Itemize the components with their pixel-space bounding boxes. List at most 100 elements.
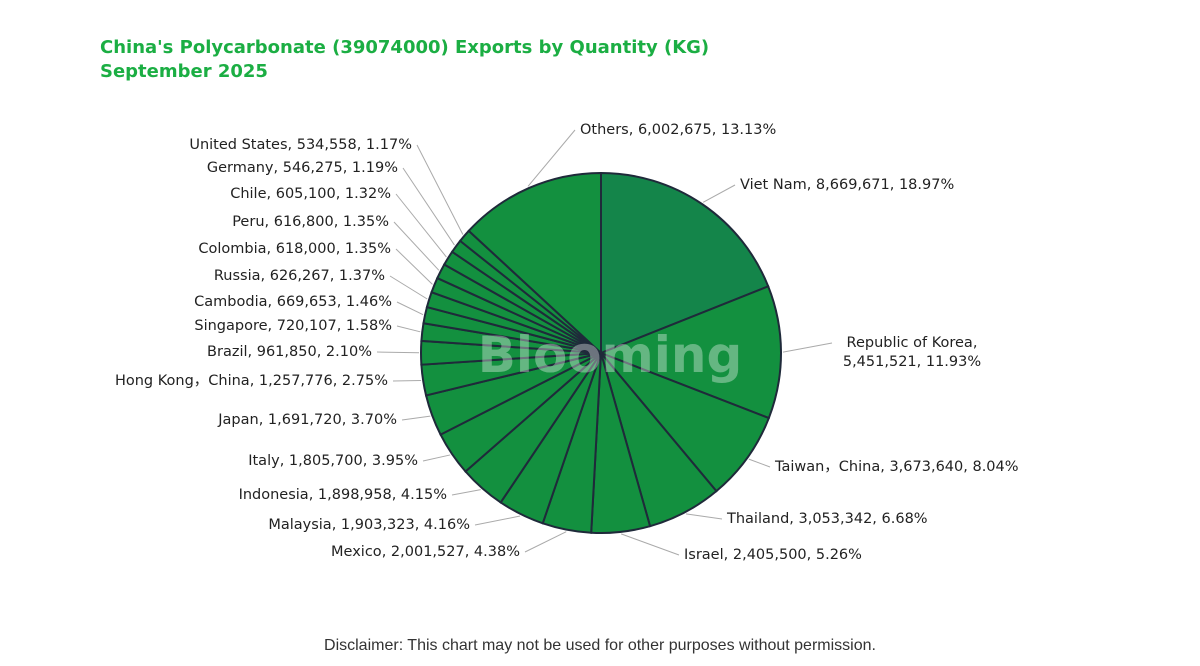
slice-label: Republic of Korea, 5,451,521, 11.93% (843, 335, 981, 370)
label-percentage: 1.58% (346, 318, 392, 334)
separator: , (265, 214, 274, 230)
pie (420, 171, 782, 534)
separator: , (917, 354, 926, 370)
slice-label: Russia, 626,267, 1.37% (214, 268, 385, 284)
leader-line (527, 129, 576, 187)
label-percentage: 8.04% (972, 459, 1018, 475)
label-name: Israel (684, 547, 724, 563)
label-name: Others (580, 122, 629, 138)
slice-label: Thailand, 3,053,342, 6.68% (726, 511, 928, 527)
label-value: 1,903,323 (341, 517, 415, 533)
label-value: 3,673,640 (889, 459, 963, 475)
slice-label: Italy, 1,805,700, 3.95% (248, 453, 418, 469)
separator: , (357, 137, 366, 153)
slice-label: Viet Nam, 8,669,671, 18.97% (740, 177, 954, 193)
label-name: Brazil (207, 344, 247, 360)
chart-subtitle: September 2025 (100, 61, 268, 82)
label-percentage: 4.16% (424, 517, 470, 533)
label-percentage: 4.15% (401, 487, 447, 503)
label-name: Russia (214, 268, 261, 284)
leader-line (451, 489, 481, 496)
label-value: 1,805,700 (289, 453, 363, 469)
separator: , (334, 214, 343, 230)
label-value: 546,275 (283, 160, 343, 176)
separator: , (309, 487, 318, 503)
leader-line (395, 248, 433, 285)
label-value: 669,653 (277, 294, 337, 310)
leader-line (393, 221, 440, 271)
separator: , (363, 453, 372, 469)
slice-label: Singapore, 720,107, 1.58% (194, 318, 392, 334)
label-value: 6,002,675 (638, 122, 712, 138)
watermark: Blooming (478, 326, 743, 384)
label-value: 1,898,958 (318, 487, 392, 503)
label-value: 618,000 (276, 241, 336, 257)
leader-line (401, 415, 431, 421)
separator: , (807, 177, 816, 193)
leader-line (702, 184, 736, 203)
label-value: 2,405,500 (733, 547, 807, 563)
label-name: Cambodia (194, 294, 267, 310)
separator: , (274, 160, 283, 176)
label-name: Mexico (331, 544, 382, 560)
separator: , (337, 318, 346, 334)
separator: , (343, 160, 352, 176)
slice-label: Brazil, 961,850, 2.10% (207, 344, 372, 360)
slice-label: Israel, 2,405,500, 5.26% (684, 547, 862, 563)
separator: , (317, 344, 326, 360)
label-name: Taiwan，China (774, 459, 880, 475)
separator: , (280, 453, 289, 469)
label-name: United States (189, 137, 287, 153)
leader-line (782, 342, 833, 353)
label-value: 1,257,776 (259, 373, 333, 389)
label-percentage: 6.68% (882, 511, 928, 527)
slice-label: Indonesia, 1,898,958, 4.15% (239, 487, 447, 503)
label-name: Viet Nam (740, 177, 807, 193)
label-name: Republic of Korea (847, 335, 973, 351)
separator: , (465, 544, 474, 560)
separator: , (259, 412, 268, 428)
label-percentage: 1.35% (345, 241, 391, 257)
separator: , (267, 241, 276, 257)
separator: , (267, 186, 276, 202)
leader-line (402, 167, 455, 246)
label-value: 5,451,521 (843, 354, 917, 370)
separator: , (333, 373, 342, 389)
separator: , (332, 517, 341, 533)
label-value: 626,267 (270, 268, 330, 284)
separator: , (415, 517, 424, 533)
slice-label: Malaysia, 1,903,323, 4.16% (268, 517, 470, 533)
separator: , (261, 268, 270, 284)
slice-label: United States, 534,558, 1.17% (189, 137, 412, 153)
separator: , (872, 511, 881, 527)
separator: , (724, 547, 733, 563)
separator: , (337, 294, 346, 310)
slice-label: Germany, 546,275, 1.19% (207, 160, 398, 176)
label-percentage: 2.10% (326, 344, 372, 360)
labels: Viet Nam, 8,669,671, 18.97% Republic of K… (115, 122, 1019, 563)
label-percentage: 1.35% (343, 214, 389, 230)
label-percentage: 2.75% (342, 373, 388, 389)
separator: , (963, 459, 972, 475)
label-value: 605,100 (276, 186, 336, 202)
label-name: Indonesia (239, 487, 309, 503)
leader-line (395, 193, 447, 258)
label-name: Peru (232, 214, 264, 230)
label-percentage: 3.95% (372, 453, 418, 469)
leader-line (620, 533, 680, 556)
pie-slice (598, 285, 782, 420)
label-value: 1,691,720 (268, 412, 342, 428)
label-name: Thailand (726, 511, 789, 527)
label-name: Malaysia (268, 517, 331, 533)
separator: , (712, 122, 721, 138)
label-name: Japan (217, 412, 258, 428)
label-percentage: 3.70% (351, 412, 397, 428)
leader-line (422, 454, 451, 462)
separator: , (248, 344, 257, 360)
separator: , (342, 412, 351, 428)
slice-label: Mexico, 2,001,527, 4.38% (331, 544, 520, 560)
label-value: 3,053,342 (799, 511, 873, 527)
label-name: Hong Kong，China (115, 373, 250, 389)
separator: , (382, 544, 391, 560)
